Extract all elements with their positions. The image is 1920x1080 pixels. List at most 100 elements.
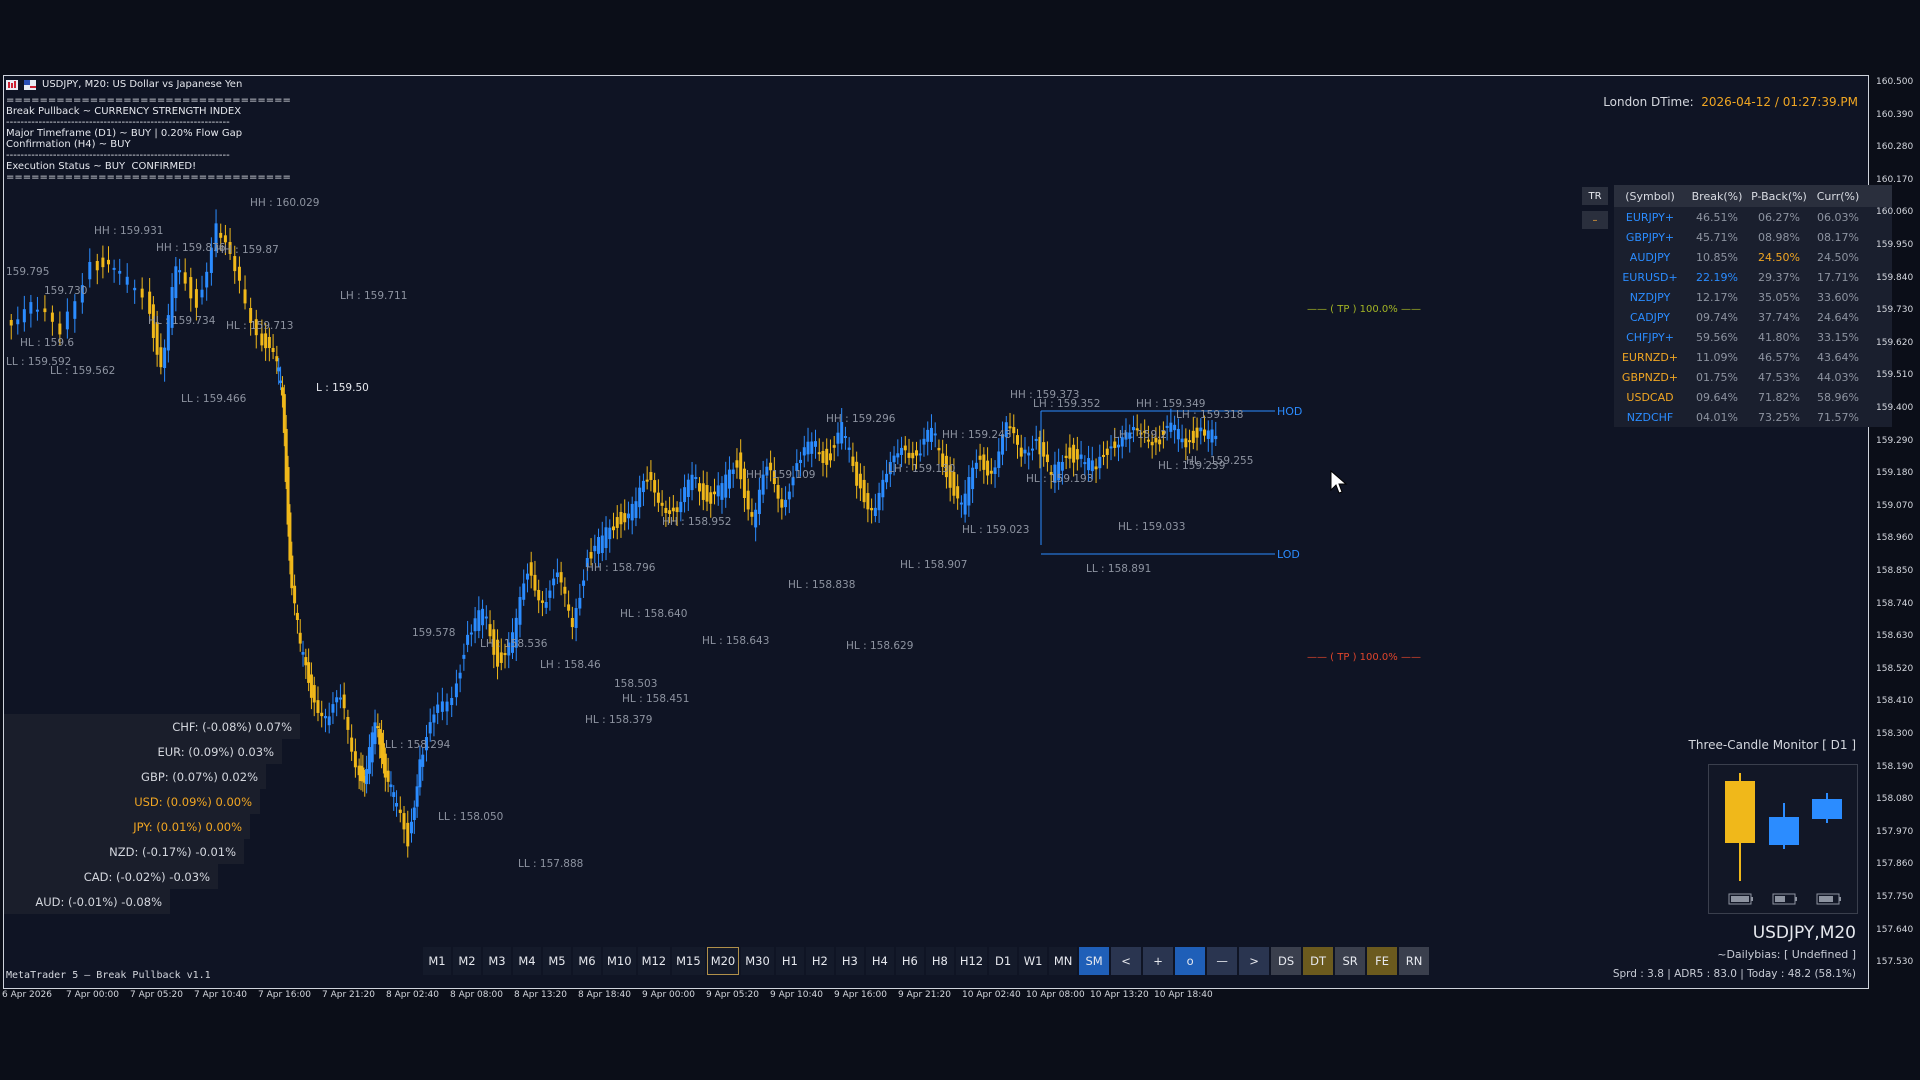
candle-body xyxy=(1154,437,1158,443)
candle-body xyxy=(357,765,361,776)
time-tick-label: 8 Apr 02:40 xyxy=(386,990,439,1000)
candle-body xyxy=(843,435,847,438)
price-tick-label: 157.970 xyxy=(1876,826,1914,837)
tool-button[interactable]: DS xyxy=(1271,947,1302,975)
table-row[interactable]: EURNZD+ 11.09% 46.57% 43.64% xyxy=(1614,347,1892,367)
candle-body xyxy=(1146,439,1150,442)
table-row[interactable]: EURJPY+ 46.51% 06.27% 06.03% xyxy=(1614,207,1892,227)
tool-button[interactable]: DT xyxy=(1303,947,1334,975)
timeframe-button-m6[interactable]: M6 xyxy=(573,947,601,975)
timeframe-button-h4[interactable]: H4 xyxy=(865,947,894,975)
tr-toggle-button[interactable]: TR xyxy=(1582,187,1608,205)
timeframe-button-m12[interactable]: M12 xyxy=(637,947,671,975)
timeframe-button-mn[interactable]: MN xyxy=(1049,947,1078,975)
tool-button[interactable]: > xyxy=(1239,947,1270,975)
tool-button[interactable]: SR xyxy=(1335,947,1366,975)
three-candle-monitor-title: Three-Candle Monitor [ D1 ] xyxy=(1688,738,1856,752)
candle-body xyxy=(675,507,679,513)
platform-label: MetaTrader 5 — Break Pullback v1.1 xyxy=(6,970,211,981)
tool-button[interactable]: FE xyxy=(1367,947,1398,975)
timeframe-button-m20[interactable]: M20 xyxy=(706,947,740,975)
timeframe-button-m10[interactable]: M10 xyxy=(603,947,636,975)
swing-label: LH : 159.2 xyxy=(1113,429,1167,441)
candle-body xyxy=(615,517,619,528)
tool-button[interactable]: SM xyxy=(1079,947,1110,975)
tool-button[interactable]: + xyxy=(1143,947,1174,975)
timeframe-button-m30[interactable]: M30 xyxy=(741,947,774,975)
candle-body xyxy=(724,474,728,498)
tool-button[interactable]: < xyxy=(1111,947,1142,975)
candle-body xyxy=(9,320,13,326)
candle-body xyxy=(432,714,436,723)
candle-body xyxy=(1109,446,1113,449)
timeframe-button-w1[interactable]: W1 xyxy=(1019,947,1048,975)
candle-body xyxy=(548,590,552,598)
candle-body xyxy=(155,322,159,355)
table-row[interactable]: CADJPY 09.74% 37.74% 24.64% xyxy=(1614,307,1892,327)
table-row[interactable]: AUDJPY 10.85% 24.50% 24.50% xyxy=(1614,247,1892,267)
cell-current: 43.64% xyxy=(1817,350,1859,364)
candle-body xyxy=(922,438,926,445)
swing-label: HL : 159.033 xyxy=(1118,521,1185,533)
timeframe-button-h3[interactable]: H3 xyxy=(835,947,864,975)
candle-body xyxy=(16,319,20,325)
table-row[interactable]: CHFJPY+ 59.56% 41.80% 33.15% xyxy=(1614,327,1892,347)
timeframe-button-h12[interactable]: H12 xyxy=(955,947,988,975)
info-block: ================================== Break … xyxy=(6,95,291,183)
candle-body xyxy=(933,433,937,436)
cell-current: 24.64% xyxy=(1817,310,1859,324)
candle-body xyxy=(1135,428,1139,431)
candle-body xyxy=(821,450,825,463)
chart-header: USDJPY, M20: US Dollar vs Japanese Yen xyxy=(6,79,242,90)
timeframe-button-m4[interactable]: M4 xyxy=(513,947,541,975)
candle-body xyxy=(1060,461,1064,471)
timeframe-button-h1[interactable]: H1 xyxy=(775,947,804,975)
candle-body xyxy=(877,492,881,511)
price-tick-label: 159.180 xyxy=(1876,468,1914,479)
timeframe-button-h2[interactable]: H2 xyxy=(805,947,834,975)
price-axis[interactable]: 160.500 160.390 160.280 160.170 160.060 159.9… xyxy=(1868,75,1920,987)
timeframe-button-m3[interactable]: M3 xyxy=(483,947,511,975)
table-row[interactable]: GBPJPY+ 45.71% 08.98% 08.17% xyxy=(1614,227,1892,247)
candle-body xyxy=(50,312,54,322)
candle-body xyxy=(389,784,393,788)
candle-body xyxy=(194,289,198,308)
timeframe-button-m2[interactable]: M2 xyxy=(453,947,481,975)
currency-strength-row: CAD: (-0.02%) -0.03% xyxy=(4,864,218,889)
currency-strength-row: GBP: (0.07%) 0.02% xyxy=(4,764,266,789)
candle-body xyxy=(1113,441,1117,448)
timeframe-button-h6[interactable]: H6 xyxy=(895,947,924,975)
table-row[interactable]: NZDCHF 04.01% 73.25% 71.57% xyxy=(1614,407,1892,427)
timeframe-button-h8[interactable]: H8 xyxy=(925,947,954,975)
candle-body xyxy=(971,467,975,490)
chart-area[interactable] xyxy=(3,75,1869,989)
table-row[interactable]: EURUSD+ 22.19% 29.37% 17.71% xyxy=(1614,267,1892,287)
timeframe-button-m1[interactable]: M1 xyxy=(423,947,451,975)
tool-button[interactable]: RN xyxy=(1399,947,1430,975)
tool-button[interactable]: — xyxy=(1207,947,1238,975)
table-row[interactable]: NZDJPY 12.17% 35.05% 33.60% xyxy=(1614,287,1892,307)
candle-body xyxy=(641,480,645,493)
price-tick-label: 158.740 xyxy=(1876,598,1914,609)
price-tick-label: 158.960 xyxy=(1876,533,1914,544)
candle-body xyxy=(350,737,354,752)
timeframe-button-d1[interactable]: D1 xyxy=(989,947,1018,975)
candle-body xyxy=(978,455,982,460)
table-row[interactable]: USDCAD 09.64% 71.82% 58.96% xyxy=(1614,387,1892,407)
tool-button[interactable]: o xyxy=(1175,947,1206,975)
swing-label: LL : 158.891 xyxy=(1086,563,1151,575)
timeframe-button-m15[interactable]: M15 xyxy=(672,947,705,975)
swing-label: HH : 159.876 xyxy=(156,242,226,254)
candle-body xyxy=(1184,438,1188,448)
minimize-table-button[interactable]: – xyxy=(1582,211,1608,229)
table-header-break: Break(%) xyxy=(1691,189,1743,203)
time-tick-label: 10 Apr 13:20 xyxy=(1090,990,1149,1000)
candle-body xyxy=(660,502,664,506)
timeframe-button-m5[interactable]: M5 xyxy=(543,947,571,975)
candle-body xyxy=(380,732,384,758)
candle-body xyxy=(746,490,750,510)
candle-body xyxy=(997,451,1001,468)
table-row[interactable]: GBPNZD+ 01.75% 47.53% 44.03% xyxy=(1614,367,1892,387)
candle-body xyxy=(264,333,268,349)
